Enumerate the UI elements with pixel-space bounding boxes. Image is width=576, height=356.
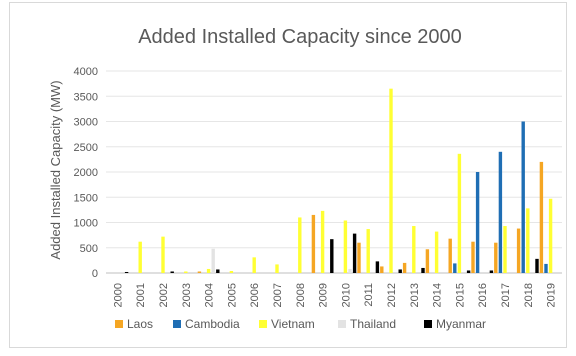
chart-container: Added Installed Capacity since 2000 Adde… — [9, 2, 567, 348]
bar-vietnam-2004 — [206, 268, 211, 273]
bar-cambodia-2015 — [453, 263, 457, 273]
bar-laos-2018 — [516, 228, 521, 273]
bar-myanmar-2010 — [352, 233, 357, 273]
legend-swatch-cambodia — [173, 320, 181, 328]
x-tick-label: 2015 — [454, 283, 466, 307]
y-tick-label: 1500 — [74, 192, 98, 204]
x-tick-label: 2010 — [340, 283, 352, 307]
x-tick-label: 2016 — [477, 283, 489, 307]
legend-swatch-myanmar — [424, 320, 432, 328]
y-tick-label: 3000 — [74, 117, 98, 129]
bar-vietnam-2009 — [320, 210, 325, 273]
bar-cambodia-2017 — [498, 151, 503, 273]
legend-label-myanmar: Myanmar — [436, 317, 486, 331]
x-axis-ticks: 2000 2001 2002 2003 2004 2005 2006 2007 2008 2009… — [112, 283, 557, 307]
chart-title: Added Installed Capacity since 2000 — [138, 26, 462, 48]
bar-vietnam-2012 — [389, 88, 393, 273]
x-tick-label: 2012 — [386, 283, 398, 307]
bar-laos-2004 — [197, 271, 202, 273]
bar-vietnam-2014 — [434, 231, 439, 273]
bar-vietnam-2007 — [275, 264, 279, 273]
x-tick-label: 2014 — [432, 283, 444, 307]
bar-cambodia-2016 — [475, 172, 480, 273]
x-tick-label: 2002 — [158, 283, 170, 307]
bars — [124, 88, 553, 273]
bar-vietnam-2019 — [548, 198, 553, 273]
bar-vietnam-2018 — [526, 208, 530, 273]
bar-laos-2009 — [311, 214, 316, 273]
bar-myanmar-2000 — [124, 271, 129, 273]
x-tick-label: 2003 — [181, 283, 193, 307]
bar-vietnam-2017 — [503, 226, 507, 273]
bar-laos-2012 — [380, 266, 384, 273]
y-tick-label: 3500 — [74, 91, 98, 103]
x-tick-label: 2011 — [363, 283, 375, 307]
bar-myanmar-2018 — [535, 258, 539, 273]
bar-vietnam-2002 — [161, 236, 165, 273]
x-tick-label: 2000 — [112, 283, 124, 307]
gridlines — [106, 70, 562, 274]
bar-vietnam-2001 — [138, 241, 142, 273]
legend: Laos Cambodia Vietnam Thailand Myanmar — [115, 317, 486, 331]
legend-label-laos: Laos — [127, 317, 153, 331]
bar-myanmar-2004 — [216, 269, 220, 273]
bar-thailand-2004 — [211, 248, 215, 273]
x-tick-label: 2017 — [500, 283, 512, 307]
bar-laos-2017 — [494, 242, 498, 273]
y-tick-label: 1000 — [74, 218, 98, 230]
bar-chart: Added Installed Capacity since 2000 Adde… — [48, 26, 562, 331]
bar-vietnam-2008 — [298, 217, 302, 273]
bar-vietnam-2013 — [412, 226, 416, 273]
bar-laos-2016 — [471, 241, 475, 273]
bar-myanmar-2013 — [421, 267, 425, 273]
y-tick-label: 0 — [92, 268, 98, 280]
bar-vietnam-2005 — [229, 270, 234, 273]
bar-myanmar-2015 — [466, 270, 471, 273]
y-tick-label: 2500 — [74, 142, 98, 154]
y-axis-ticks: 0 500 1000 1500 2000 2500 3000 3500 4000 — [74, 66, 98, 280]
bar-myanmar-2009 — [330, 239, 334, 273]
x-tick-label: 2005 — [226, 283, 238, 307]
x-tick-label: 2004 — [204, 283, 216, 307]
x-tick-label: 2007 — [272, 283, 284, 307]
bar-vietnam-2010 — [343, 220, 348, 273]
bar-cambodia-2019 — [544, 263, 548, 273]
x-tick-label: 2008 — [295, 283, 307, 307]
y-tick-label: 4000 — [74, 66, 98, 78]
bar-thailand-2010 — [348, 268, 352, 273]
x-tick-label: 2013 — [409, 283, 421, 307]
x-tick-label: 2018 — [523, 283, 535, 307]
x-tick-label: 2019 — [546, 283, 558, 307]
bar-myanmar-2012 — [398, 269, 402, 273]
bar-laos-2019 — [539, 161, 544, 273]
legend-label-cambodia: Cambodia — [185, 317, 240, 331]
bar-myanmar-2011 — [375, 261, 380, 273]
x-tick-label: 2009 — [318, 283, 330, 307]
x-tick-label: 2006 — [249, 283, 261, 307]
legend-swatch-vietnam — [259, 320, 267, 328]
bar-cambodia-2018 — [521, 121, 525, 273]
legend-label-thailand: Thailand — [350, 317, 396, 331]
bar-myanmar-2002 — [170, 271, 174, 273]
legend-swatch-laos — [115, 320, 123, 328]
bar-myanmar-2016 — [489, 270, 494, 273]
bar-vietnam-2015 — [457, 153, 462, 273]
legend-swatch-thailand — [338, 320, 346, 328]
x-tick-label: 2001 — [135, 283, 147, 307]
bar-laos-2015 — [448, 238, 452, 273]
legend-label-vietnam: Vietnam — [271, 317, 315, 331]
bar-laos-2011 — [357, 242, 361, 273]
bar-vietnam-2006 — [252, 257, 256, 273]
bar-laos-2014 — [425, 249, 430, 273]
bar-laos-2013 — [402, 262, 407, 273]
bar-vietnam-2011 — [366, 229, 370, 273]
y-axis-title: Added Installed Capacity (MW) — [48, 80, 63, 259]
bar-vietnam-2003 — [184, 271, 188, 273]
y-tick-label: 500 — [80, 243, 98, 255]
y-tick-label: 2000 — [74, 167, 98, 179]
